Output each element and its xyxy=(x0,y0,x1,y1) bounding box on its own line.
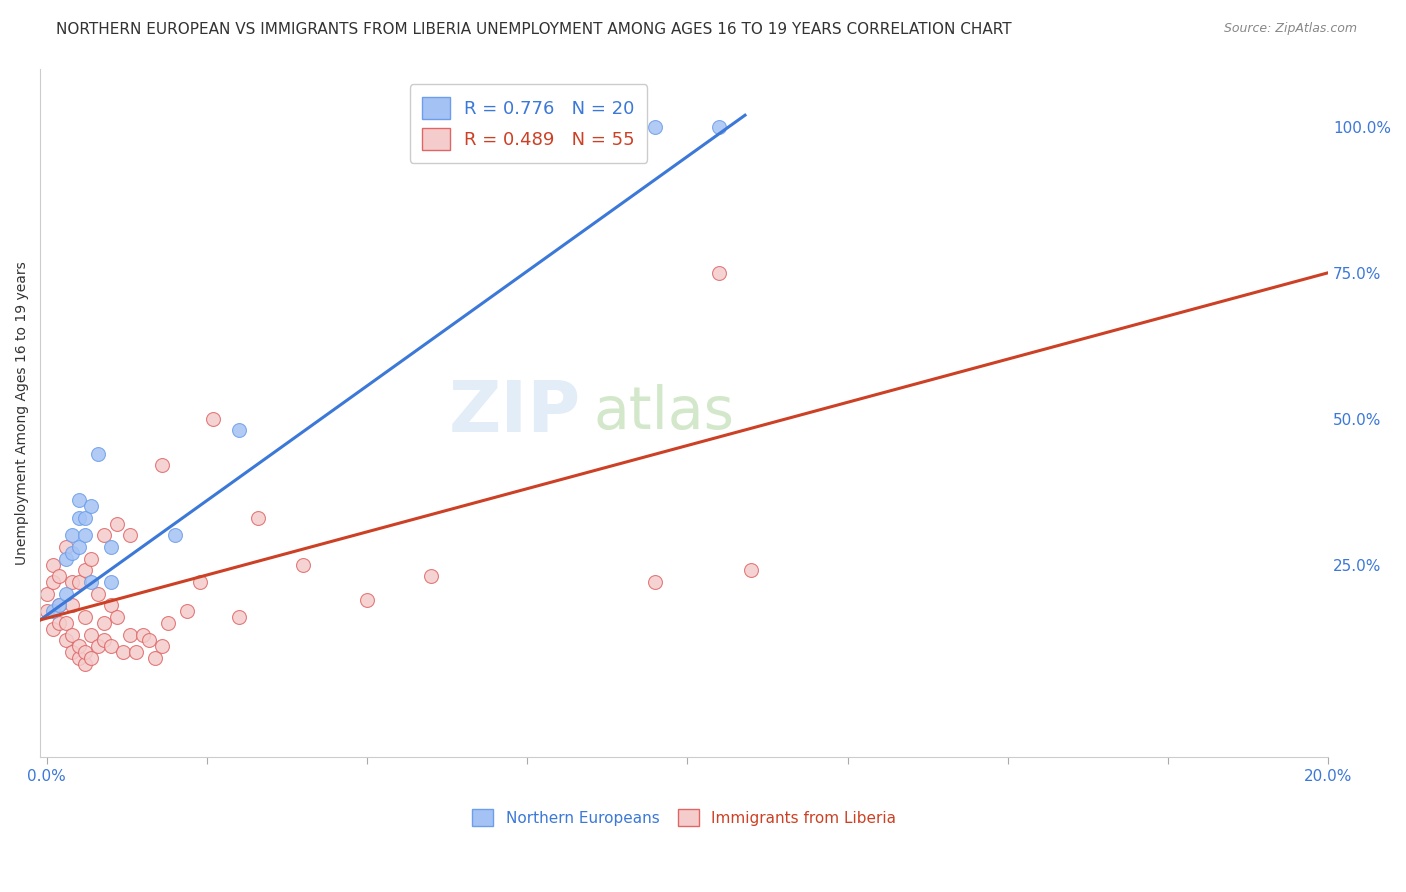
Point xyxy=(73,563,96,577)
Point xyxy=(42,575,65,590)
Point xyxy=(55,551,77,566)
Point xyxy=(80,499,103,513)
Point xyxy=(246,511,269,525)
Point xyxy=(87,587,110,601)
Point xyxy=(73,610,96,624)
Point xyxy=(93,615,115,630)
Point xyxy=(48,569,70,583)
Point xyxy=(118,528,141,542)
Point xyxy=(73,645,96,659)
Y-axis label: Unemployment Among Ages 16 to 19 years: Unemployment Among Ages 16 to 19 years xyxy=(15,261,30,565)
Point xyxy=(42,558,65,572)
Point xyxy=(100,599,122,613)
Point xyxy=(93,633,115,648)
Point xyxy=(291,558,314,572)
Point xyxy=(228,423,250,437)
Point xyxy=(67,639,90,653)
Point xyxy=(202,411,225,425)
Point xyxy=(87,639,110,653)
Text: atlas: atlas xyxy=(593,384,735,442)
Point xyxy=(420,569,443,583)
Point xyxy=(35,604,58,618)
Point xyxy=(60,599,83,613)
Point xyxy=(105,516,128,531)
Point xyxy=(356,592,378,607)
Point xyxy=(73,657,96,671)
Point xyxy=(150,458,173,473)
Point xyxy=(100,639,122,653)
Text: NORTHERN EUROPEAN VS IMMIGRANTS FROM LIBERIA UNEMPLOYMENT AMONG AGES 16 TO 19 YE: NORTHERN EUROPEAN VS IMMIGRANTS FROM LIB… xyxy=(56,22,1012,37)
Point xyxy=(112,645,135,659)
Point xyxy=(60,627,83,641)
Point xyxy=(67,575,90,590)
Point xyxy=(644,120,666,134)
Point xyxy=(42,604,65,618)
Point xyxy=(87,447,110,461)
Point xyxy=(188,575,211,590)
Point xyxy=(80,651,103,665)
Point xyxy=(48,599,70,613)
Point xyxy=(163,528,186,542)
Point xyxy=(709,120,731,134)
Point xyxy=(709,266,731,280)
Point xyxy=(60,546,83,560)
Point xyxy=(67,511,90,525)
Point xyxy=(35,587,58,601)
Point xyxy=(228,610,250,624)
Point xyxy=(48,599,70,613)
Legend: Northern Europeans, Immigrants from Liberia: Northern Europeans, Immigrants from Libe… xyxy=(465,803,903,832)
Point xyxy=(138,633,160,648)
Point xyxy=(157,615,180,630)
Point xyxy=(55,615,77,630)
Point xyxy=(67,540,90,554)
Point xyxy=(80,551,103,566)
Point xyxy=(42,622,65,636)
Text: Source: ZipAtlas.com: Source: ZipAtlas.com xyxy=(1223,22,1357,36)
Point xyxy=(73,528,96,542)
Point xyxy=(740,563,762,577)
Point xyxy=(80,627,103,641)
Point xyxy=(60,645,83,659)
Point xyxy=(93,528,115,542)
Point xyxy=(125,645,148,659)
Point xyxy=(67,651,90,665)
Point xyxy=(100,575,122,590)
Point xyxy=(55,587,77,601)
Point xyxy=(73,511,96,525)
Point xyxy=(100,540,122,554)
Point xyxy=(150,639,173,653)
Point xyxy=(131,627,153,641)
Point xyxy=(80,575,103,590)
Point xyxy=(67,493,90,508)
Point xyxy=(145,651,167,665)
Point xyxy=(60,528,83,542)
Point xyxy=(48,615,70,630)
Point xyxy=(105,610,128,624)
Point xyxy=(176,604,198,618)
Point xyxy=(55,540,77,554)
Text: ZIP: ZIP xyxy=(449,378,581,447)
Point xyxy=(60,575,83,590)
Point xyxy=(55,633,77,648)
Point xyxy=(118,627,141,641)
Point xyxy=(644,575,666,590)
